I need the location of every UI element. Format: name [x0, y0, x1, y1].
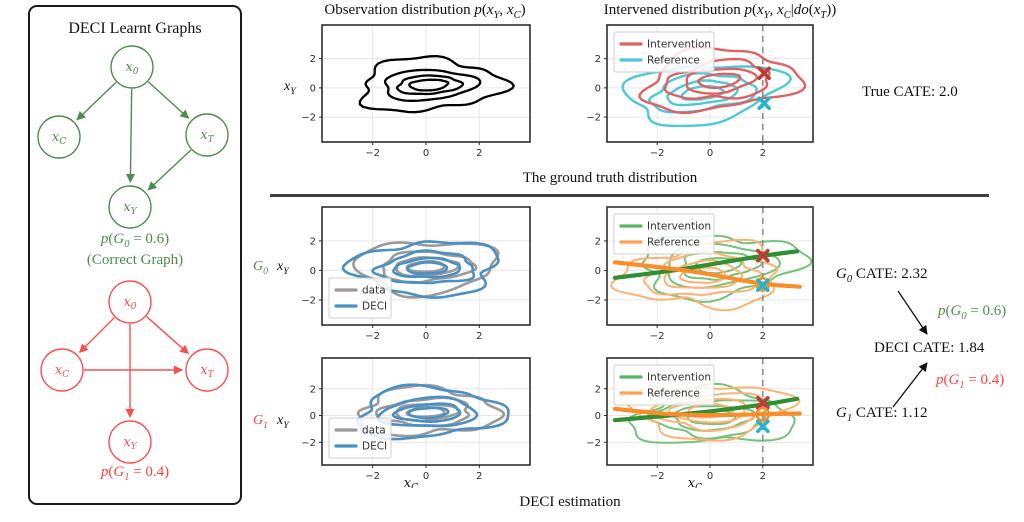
svg-text:2: 2	[310, 54, 316, 65]
g0-row-label: G0 xY	[253, 259, 289, 277]
svg-text:−2: −2	[365, 148, 380, 159]
svg-text:Intervention: Intervention	[647, 39, 711, 51]
svg-text:DECI: DECI	[362, 301, 387, 313]
svg-text:xC: xC	[688, 476, 702, 488]
g1-row-label: G1 xY	[253, 413, 289, 431]
svg-text:Reference: Reference	[647, 55, 700, 67]
svg-text:−2: −2	[301, 438, 316, 449]
g1-fit-chart: −2 0 2 −2 0 2 xC data DECI	[301, 357, 531, 488]
svg-text:2: 2	[595, 236, 601, 247]
cate-arrows	[892, 290, 928, 408]
g1-cate-label: G1 CATE: 1.12	[836, 405, 928, 424]
svg-text:−2: −2	[650, 331, 665, 342]
svg-text:0: 0	[423, 331, 429, 342]
deci-estimation-caption: DECI estimation	[519, 494, 621, 510]
g1-intervention-chart: −2 0 2 −2 0 2 xC Intervention Reference	[586, 357, 814, 488]
g0-fit-chart: −2 0 2 −2 0 2 data DECI	[301, 206, 531, 342]
g0-intervention-chart: −2 0 2 −2 0 2 Intervention Reference	[586, 206, 814, 342]
svg-text:Reference: Reference	[647, 237, 700, 249]
svg-text:0: 0	[310, 411, 316, 422]
svg-text:0: 0	[707, 148, 713, 159]
svg-text:2: 2	[310, 236, 316, 247]
svg-text:DECI: DECI	[362, 441, 387, 453]
svg-text:0: 0	[707, 471, 713, 482]
correct-graph-note: (Correct Graph)	[86, 252, 184, 268]
svg-text:0: 0	[423, 148, 429, 159]
svg-text:data: data	[362, 285, 386, 297]
svg-text:0: 0	[310, 83, 316, 94]
svg-text:0: 0	[707, 331, 713, 342]
svg-text:2: 2	[595, 384, 601, 395]
observation-distribution-title: Observation distribution p(xY, xC)	[324, 2, 526, 21]
p-g0-weight-label: p(G0 = 0.6)	[938, 303, 1007, 322]
panel-title: DECI Learnt Graphs	[68, 20, 202, 37]
svg-text:−2: −2	[365, 471, 380, 482]
svg-text:−2: −2	[586, 438, 601, 449]
svg-text:−2: −2	[586, 113, 601, 124]
svg-text:0: 0	[595, 411, 601, 422]
g0-to-deci-arrow	[897, 290, 928, 335]
y-axis-label-top: xY	[284, 79, 296, 97]
svg-text:2: 2	[476, 471, 482, 482]
svg-text:2: 2	[760, 471, 766, 482]
prob-g0-label: p(G0 = 0.6)	[100, 231, 170, 250]
true-cate-label: True CATE: 2.0	[862, 84, 958, 100]
g0-row-label-xy: xY	[277, 259, 289, 277]
section-divider	[270, 194, 989, 197]
svg-text:Intervention: Intervention	[647, 372, 711, 384]
svg-text:−2: −2	[301, 295, 316, 306]
svg-text:2: 2	[476, 331, 482, 342]
svg-text:0: 0	[423, 471, 429, 482]
g1-row-label-g: G1	[253, 413, 269, 431]
svg-text:−2: −2	[586, 295, 601, 306]
svg-text:2: 2	[476, 148, 482, 159]
svg-text:2: 2	[760, 148, 766, 159]
svg-text:Reference: Reference	[647, 388, 700, 400]
g0-cate-label: G0 CATE: 2.32	[836, 266, 928, 285]
g1-to-deci-arrow	[892, 362, 928, 408]
svg-text:0: 0	[595, 83, 601, 94]
g0-row-label-g: G0	[253, 259, 269, 277]
svg-text:0: 0	[595, 266, 601, 277]
g1-row-label-xy: xY	[277, 413, 289, 431]
svg-text:−2: −2	[650, 471, 665, 482]
svg-text:2: 2	[595, 54, 601, 65]
svg-text:xC: xC	[404, 476, 418, 488]
svg-text:data: data	[362, 425, 386, 437]
svg-text:0: 0	[310, 266, 316, 277]
svg-text:−2: −2	[301, 113, 316, 124]
svg-text:2: 2	[310, 384, 316, 395]
ground-truth-caption: The ground truth distribution	[522, 170, 698, 186]
svg-text:−2: −2	[365, 331, 380, 342]
deci-cate-label: DECI CATE: 1.84	[874, 340, 985, 356]
prob-g1-label: p(G1 = 0.4)	[100, 464, 170, 483]
observation-contour-chart: −2 0 2 −2 0 2	[301, 24, 531, 159]
svg-text:−2: −2	[650, 148, 665, 159]
svg-text:Intervention: Intervention	[647, 221, 711, 233]
p-g1-weight-label: p(G1 = 0.4)	[936, 372, 1005, 391]
svg-text:2: 2	[760, 331, 766, 342]
intervened-distribution-title: Intervened distribution p(xY, xC|do(xT))	[603, 2, 837, 21]
intervened-contour-chart: −2 0 2 −2 0 2 Intervention Reference	[586, 24, 814, 159]
